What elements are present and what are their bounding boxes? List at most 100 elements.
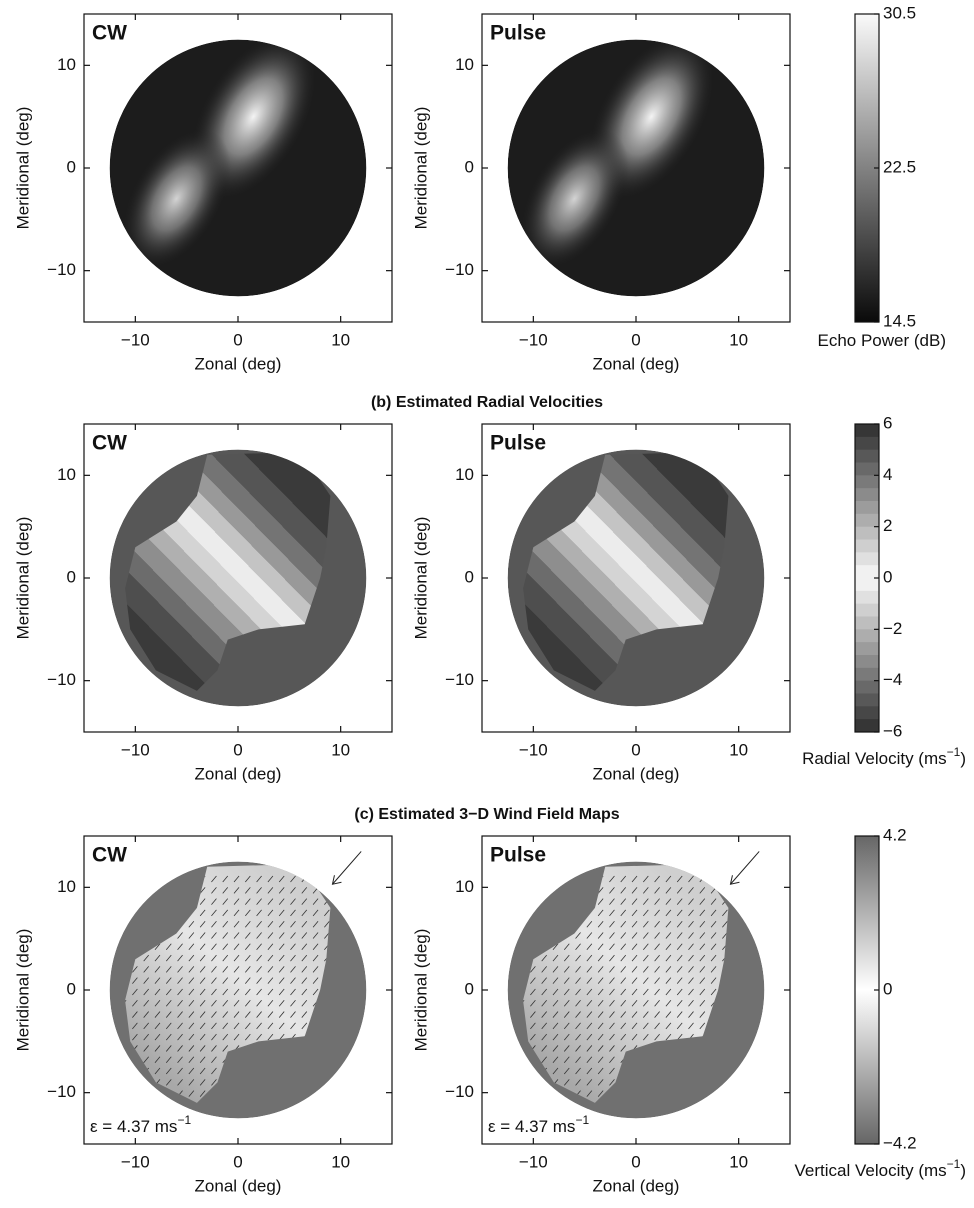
x-tick-label: 0	[233, 1152, 242, 1171]
wind-vector	[110, 899, 115, 905]
wind-vector	[688, 932, 694, 939]
direction-arrow	[332, 851, 362, 885]
wind-vector	[211, 1056, 217, 1063]
wind-vector	[233, 966, 240, 973]
wind-vector	[597, 909, 604, 917]
wind-vector	[110, 1045, 115, 1051]
wind-vector	[154, 1045, 161, 1052]
wind-vector	[222, 932, 229, 939]
wind-vector	[586, 920, 593, 928]
wind-vector	[597, 898, 604, 905]
wind-vector	[609, 887, 615, 894]
wind-vector	[523, 920, 525, 928]
wind-vector	[199, 966, 206, 973]
wind-vector	[267, 1011, 274, 1018]
wind-vector	[165, 988, 172, 996]
wind-vector	[552, 1033, 559, 1041]
wind-vector	[530, 1101, 536, 1103]
x-tick-label: 10	[729, 740, 748, 759]
wind-vector	[177, 1011, 183, 1018]
wind-vector	[165, 943, 172, 951]
wind-vector	[541, 1045, 547, 1052]
wind-vector	[688, 954, 694, 962]
wind-vector	[563, 1000, 570, 1007]
wind-vector	[541, 875, 547, 883]
wind-vector	[199, 1090, 206, 1097]
wind-vector	[256, 932, 262, 939]
wind-vector	[609, 898, 615, 905]
image	[507, 449, 765, 707]
wind-vector	[597, 988, 604, 996]
wind-vector	[734, 1091, 739, 1097]
wind-vector	[530, 1022, 536, 1030]
wind-vector	[508, 887, 513, 893]
y-axis-label: Meridional (deg)	[411, 929, 430, 1052]
wind-vector	[563, 1011, 570, 1018]
wind-vector	[324, 887, 330, 894]
wind-vector	[530, 1000, 536, 1007]
wind-vector	[199, 1033, 206, 1041]
y-tick-label: −10	[445, 260, 474, 279]
y-tick-label: 0	[465, 979, 474, 998]
wind-vector	[643, 1022, 649, 1030]
wind-vector	[347, 1079, 352, 1085]
wind-vector	[222, 920, 229, 928]
wind-vector	[688, 1022, 694, 1030]
wind-vector	[677, 1113, 682, 1119]
x-tick-label: 0	[631, 330, 640, 349]
wind-vector	[597, 1079, 604, 1086]
wind-vector	[552, 1090, 559, 1097]
wind-vector	[154, 1101, 161, 1103]
wind-vector	[233, 920, 240, 928]
wind-vector	[324, 1113, 329, 1119]
wind-vector	[278, 875, 285, 883]
wind-vector	[722, 887, 728, 894]
wind-vector	[699, 898, 706, 905]
wind-vector	[665, 1033, 672, 1041]
wind-vector	[313, 1113, 318, 1119]
wind-vector	[676, 966, 683, 973]
y-tick-label: 0	[465, 567, 474, 586]
wind-vector	[508, 921, 513, 927]
wind-vector	[233, 1011, 240, 1018]
wind-vector	[267, 977, 274, 984]
wind-vector	[110, 1057, 115, 1063]
wind-vector	[665, 954, 672, 962]
wind-vector	[676, 1022, 683, 1030]
wind-vector	[722, 909, 728, 917]
x-axis-label: Zonal (deg)	[195, 764, 282, 783]
wind-vector	[211, 898, 217, 905]
wind-vector	[710, 966, 717, 973]
colorbar-label: Vertical Velocity (ms−1)	[795, 1157, 966, 1180]
wind-vector	[312, 943, 319, 951]
wind-vector	[165, 1033, 172, 1041]
wind-vector	[245, 977, 251, 984]
wind-vector	[575, 954, 581, 962]
wind-vector	[508, 1034, 513, 1040]
wind-vector	[699, 1011, 706, 1018]
colorbar-step	[855, 603, 879, 617]
wind-vector	[552, 1045, 559, 1052]
wind-vector	[597, 1067, 604, 1075]
wind-vector	[336, 1091, 341, 1097]
wind-vector	[177, 943, 183, 951]
x-axis-label: Zonal (deg)	[195, 1176, 282, 1195]
wind-vector	[154, 1067, 161, 1075]
wind-vector	[643, 932, 649, 939]
wind-vector	[211, 932, 217, 939]
wind-vector	[132, 875, 138, 883]
wind-vector	[745, 1079, 750, 1085]
wind-vector	[620, 1011, 627, 1018]
wind-vector	[199, 887, 206, 894]
wind-vector	[125, 898, 127, 905]
y-tick-label: 10	[57, 55, 76, 74]
wind-vector	[745, 1057, 750, 1063]
wind-vector	[256, 943, 262, 951]
annotation-sup: −1	[575, 1113, 589, 1127]
image	[109, 39, 367, 297]
wind-vector	[620, 1000, 627, 1007]
wind-vector	[143, 875, 149, 883]
y-tick-label: −10	[445, 1082, 474, 1101]
wind-vector	[530, 1011, 536, 1018]
colorbar-label-end: )	[960, 1161, 966, 1180]
